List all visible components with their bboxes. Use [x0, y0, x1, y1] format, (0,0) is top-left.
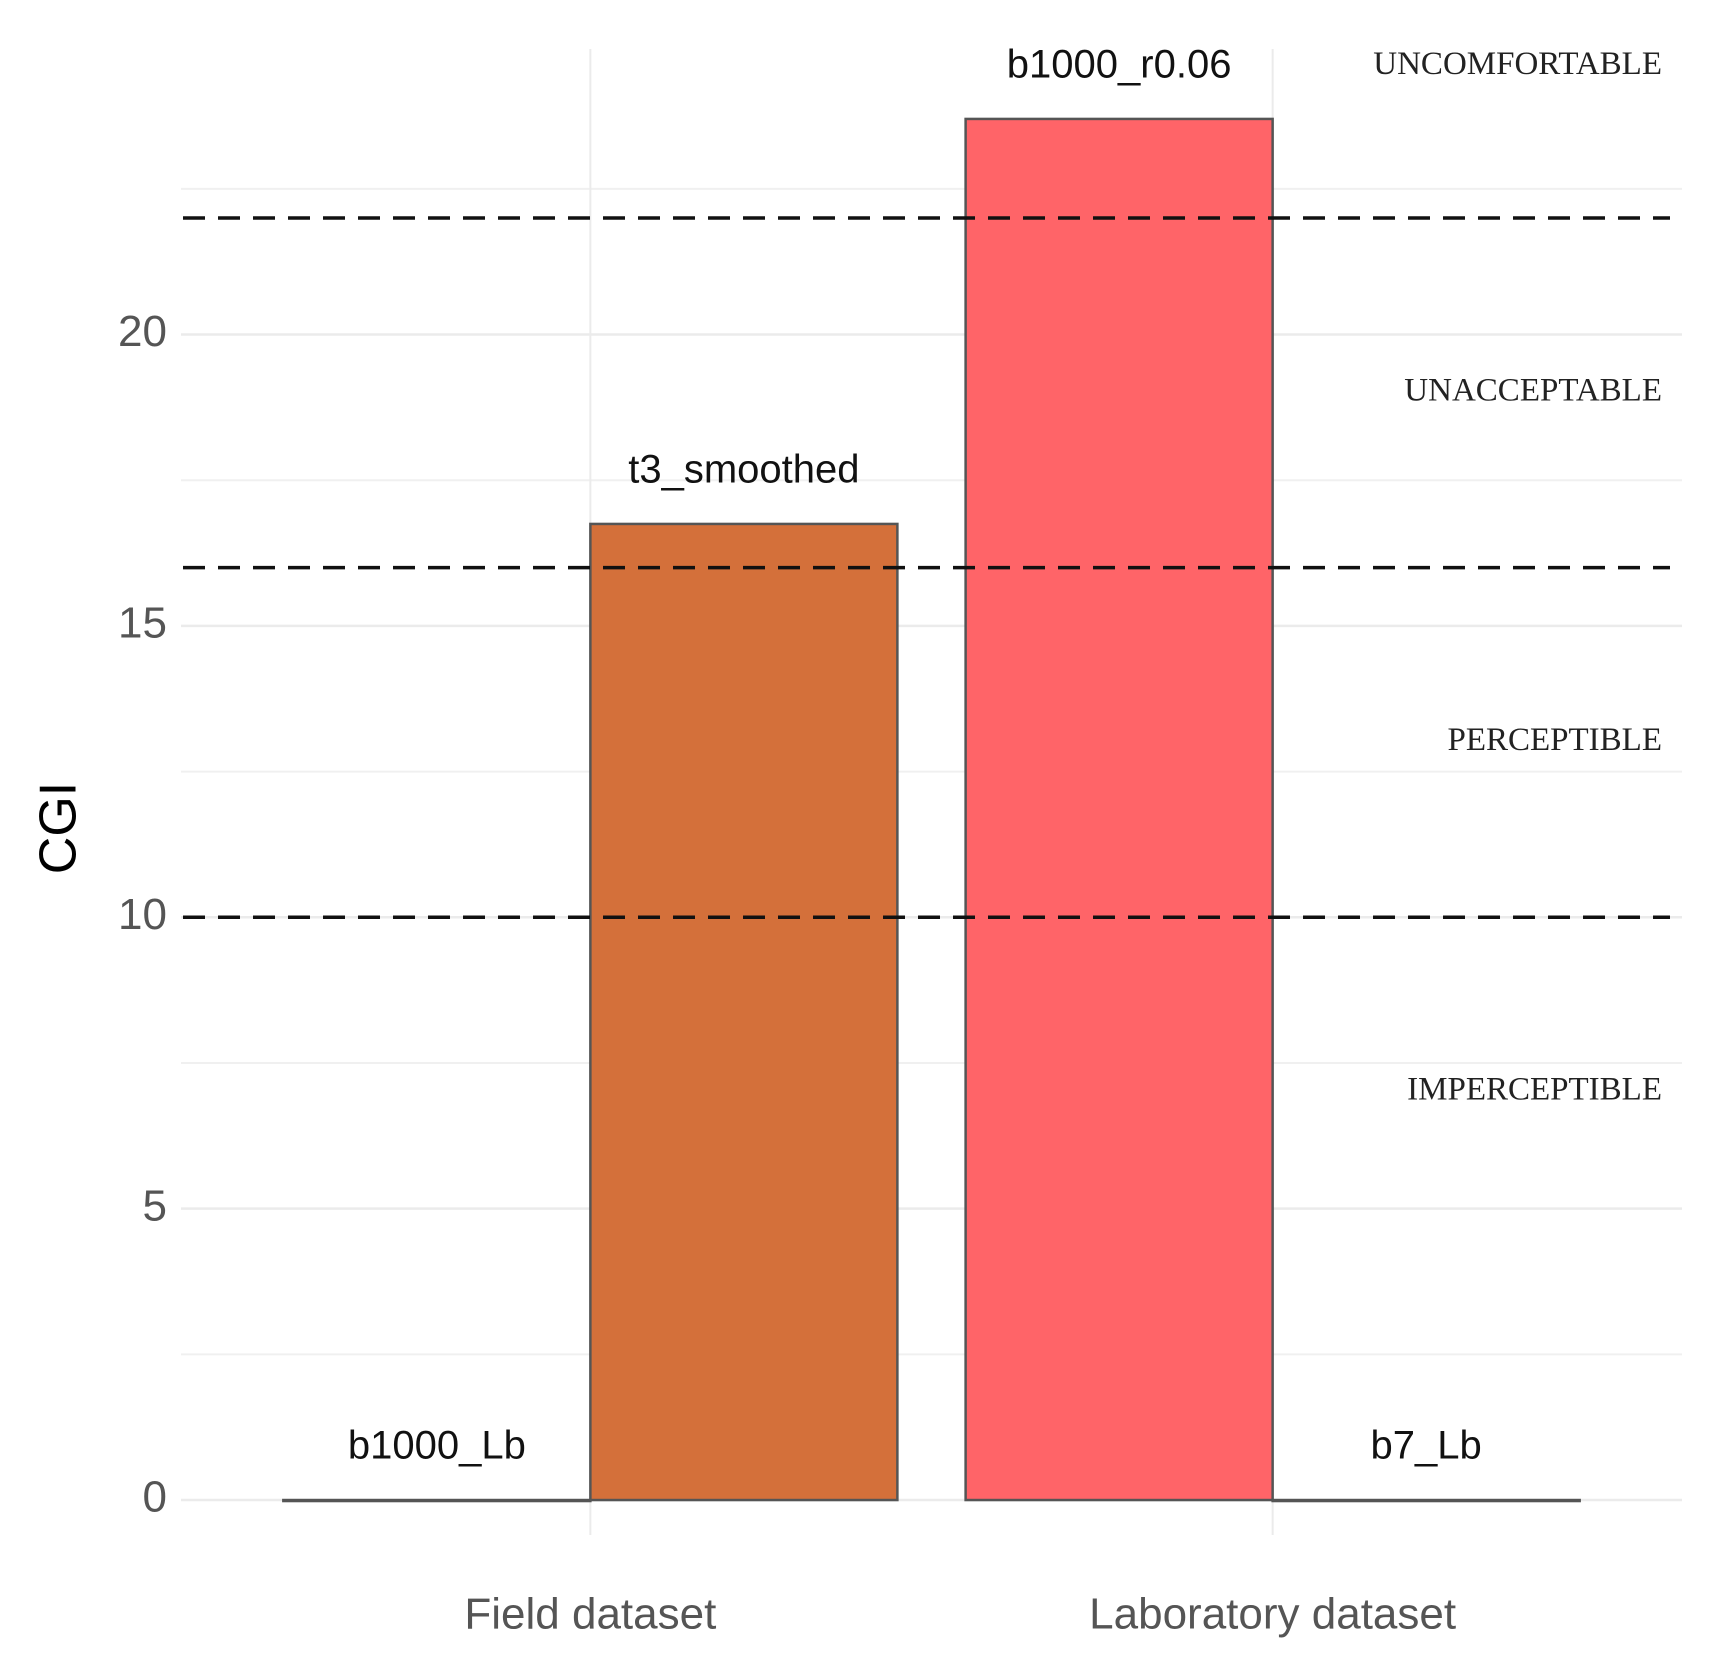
bar-label: t3_smoothed — [628, 447, 859, 491]
y-tick-label: 15 — [118, 599, 167, 648]
bar — [1271, 1498, 1581, 1503]
y-tick-label: 5 — [143, 1181, 167, 1230]
bar-label: b1000_Lb — [348, 1424, 526, 1468]
zone-label: UNCOMFORTABLE — [1373, 46, 1662, 82]
y-tick-label: 0 — [143, 1473, 167, 1522]
bar — [964, 117, 1274, 1502]
zone-label: UNACCEPTABLE — [1404, 372, 1662, 408]
x-tick-label: Field dataset — [464, 1590, 716, 1639]
bar — [282, 1498, 592, 1503]
y-tick-label: 20 — [118, 307, 167, 356]
bar-label: b7_Lb — [1371, 1424, 1482, 1468]
zone-label: PERCEPTIBLE — [1447, 722, 1662, 758]
y-axis-title: CGI — [30, 782, 88, 874]
y-tick-label: 10 — [118, 890, 167, 939]
x-tick-label: Laboratory dataset — [1089, 1590, 1456, 1639]
bar — [589, 522, 899, 1502]
bar-label: b1000_r0.06 — [1007, 42, 1232, 86]
zone-label: IMPERCEPTIBLE — [1407, 1072, 1662, 1108]
